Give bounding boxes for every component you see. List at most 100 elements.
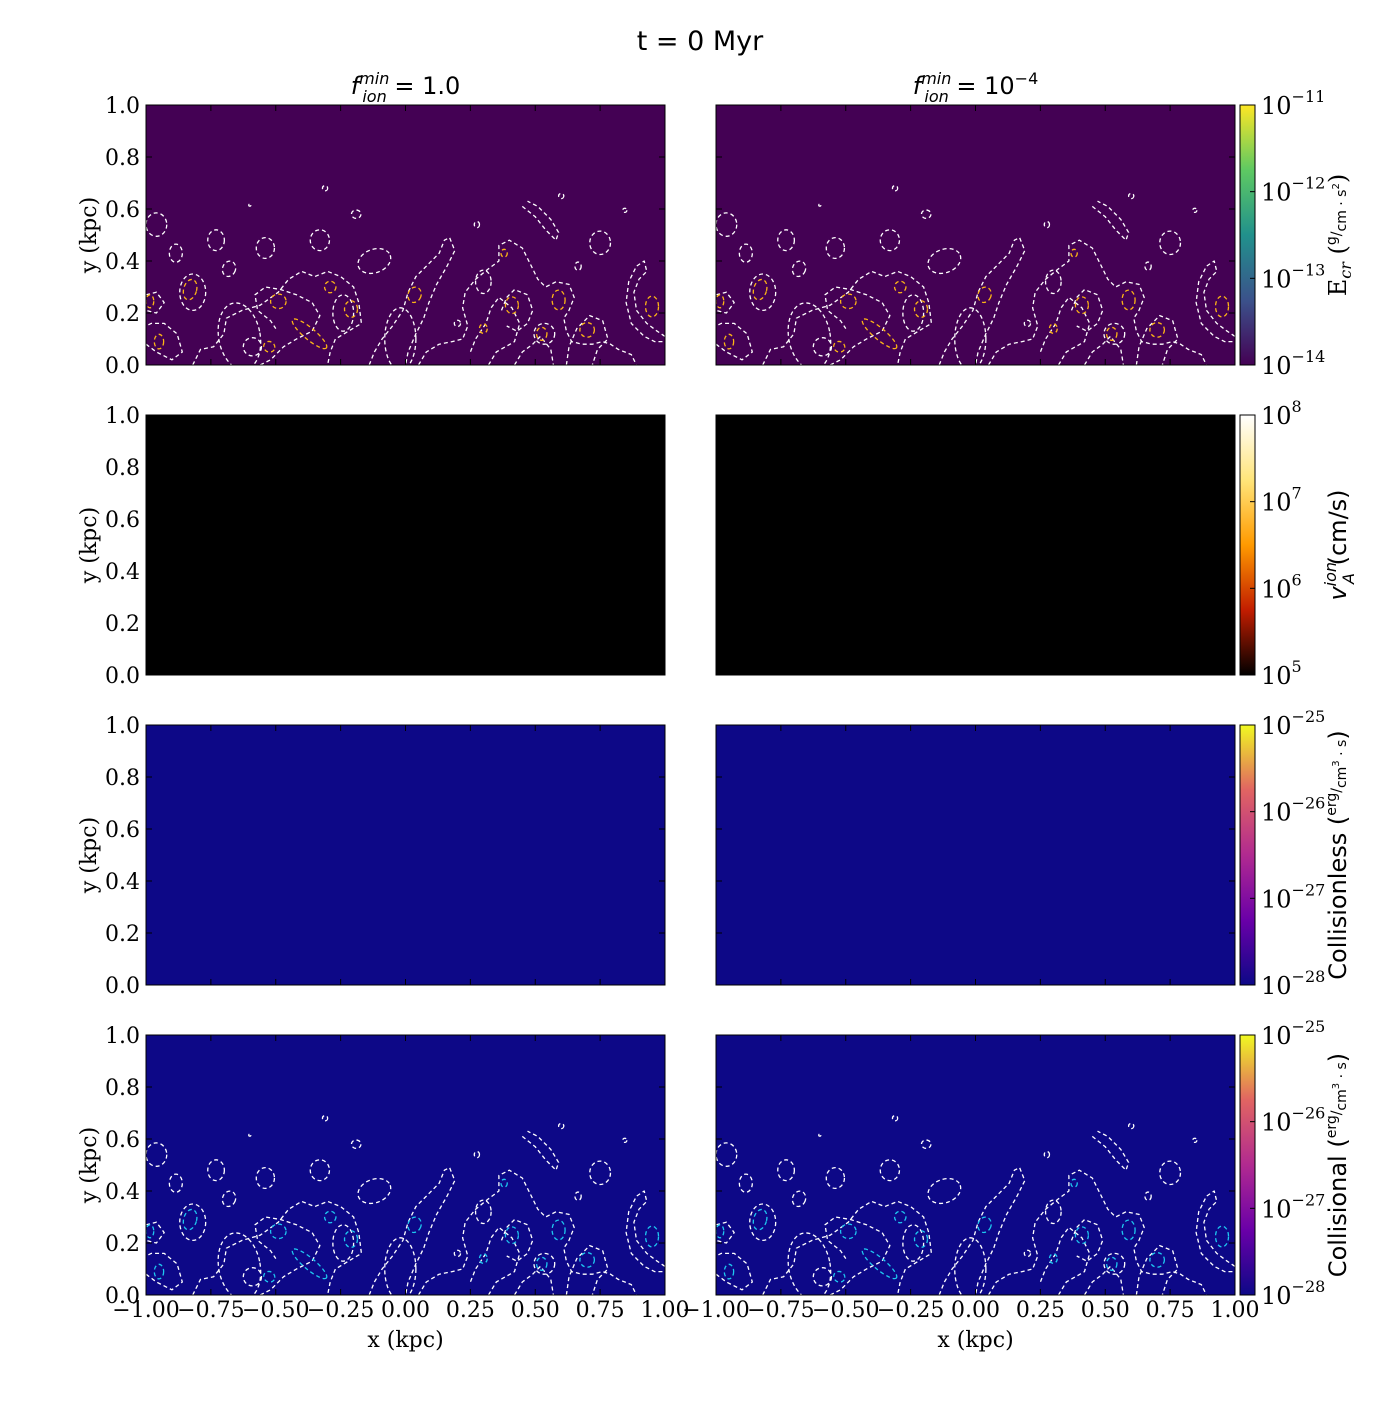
contour-outer bbox=[1044, 1199, 1062, 1225]
contour-outer bbox=[417, 239, 638, 365]
contour-inner bbox=[407, 286, 422, 304]
contour-group bbox=[716, 1114, 1235, 1295]
colorbar-tick-label: 10−14 bbox=[1261, 347, 1325, 380]
contour-outer bbox=[777, 1159, 796, 1182]
contour-inner bbox=[723, 1263, 735, 1280]
contour-group bbox=[716, 184, 1235, 365]
contour-outer bbox=[217, 1232, 262, 1295]
contour-inner bbox=[407, 1216, 422, 1234]
colorbar-tick-label: 105 bbox=[1261, 657, 1302, 690]
colorbar-tick-label: 108 bbox=[1261, 397, 1302, 430]
contour-outer bbox=[453, 319, 462, 328]
y-axis-label: y (kpc) bbox=[77, 1127, 102, 1204]
contour-outer bbox=[1159, 230, 1182, 256]
contour-outer bbox=[179, 273, 207, 312]
contour-inner bbox=[551, 1219, 566, 1241]
contour-inner bbox=[182, 278, 198, 301]
contour-outer bbox=[350, 1139, 362, 1150]
contour-outer bbox=[920, 209, 932, 220]
contour-inner bbox=[1048, 323, 1058, 334]
contour-outer bbox=[217, 302, 262, 365]
contour-outer bbox=[357, 247, 392, 275]
contour-inner bbox=[323, 280, 337, 294]
contour-outer bbox=[1144, 261, 1152, 272]
contour-outer bbox=[350, 209, 362, 220]
x-tick-label: 1.00 bbox=[1211, 1298, 1260, 1323]
contour-outer bbox=[565, 1244, 609, 1295]
contour-outer bbox=[762, 270, 933, 365]
contour-outer bbox=[513, 1265, 555, 1295]
panel-r4-c1: 0.0 0.2 0.4 0.6 0.8 1.0 y (kpc) −1.00−0.75−0.50… bbox=[77, 1024, 689, 1353]
x-tick-label: −1.00 bbox=[682, 1298, 749, 1323]
contour-outer bbox=[824, 1216, 891, 1295]
contour-inner bbox=[146, 294, 155, 309]
colorbar-1: 10−11 10−12 10−13 10−14 Ecr (g/cm · s2) bbox=[1239, 87, 1355, 380]
contour-inner bbox=[833, 1270, 846, 1283]
x-tick-label: 0.50 bbox=[511, 1298, 560, 1323]
colorbar-label: Ecr (g/cm · s2) bbox=[1324, 174, 1355, 296]
contour-outer bbox=[1192, 207, 1198, 214]
contour-inner bbox=[500, 1178, 508, 1188]
contour-inner bbox=[535, 326, 548, 341]
contour-outer bbox=[791, 1190, 807, 1208]
contour-outer bbox=[787, 302, 832, 365]
contour-outer bbox=[146, 322, 183, 361]
contour-inner bbox=[861, 318, 898, 350]
heatmap-field bbox=[716, 105, 1235, 365]
contour-inner bbox=[323, 1210, 337, 1224]
contour-outer bbox=[221, 1190, 237, 1208]
x-tick-label: 1.00 bbox=[641, 1298, 690, 1323]
heatmap-field bbox=[146, 1035, 665, 1295]
contour-outer bbox=[1044, 269, 1062, 295]
y-tick-label: 0.8 bbox=[105, 1076, 140, 1101]
contour-outer bbox=[500, 288, 534, 332]
contour-outer bbox=[357, 1177, 392, 1205]
x-tick-label: 0.50 bbox=[1081, 1298, 1130, 1323]
contour-outer bbox=[1195, 260, 1235, 343]
contour-outer bbox=[207, 229, 226, 252]
contour-outer bbox=[192, 1200, 363, 1295]
colorbar-tick-label: 107 bbox=[1261, 484, 1302, 517]
y-tick-label: 0.6 bbox=[105, 1128, 140, 1153]
contour-inner bbox=[1048, 1253, 1058, 1264]
contour-outer bbox=[927, 247, 962, 275]
contour-inner bbox=[1105, 326, 1118, 341]
contour-inner bbox=[269, 1223, 287, 1240]
contour-outer bbox=[954, 307, 987, 365]
contour-outer bbox=[309, 1159, 331, 1182]
contour-outer bbox=[1070, 288, 1104, 332]
y-tick-label: 0.4 bbox=[105, 250, 140, 275]
contour-inner bbox=[1074, 296, 1090, 315]
y-axis-label: y (kpc) bbox=[77, 507, 102, 584]
contour-outer bbox=[384, 307, 417, 365]
y-tick-label: 0.8 bbox=[105, 456, 140, 481]
contour-outer bbox=[533, 1252, 556, 1275]
colorbar-tick-label: 10−27 bbox=[1261, 880, 1325, 913]
contour-outer bbox=[891, 184, 899, 192]
y-tick-label: 0.8 bbox=[105, 146, 140, 171]
contour-inner bbox=[291, 318, 328, 350]
contour-group bbox=[146, 184, 665, 365]
colorbar-label: Collisionless (erg/cm3 · s) bbox=[1324, 730, 1352, 979]
contour-inner bbox=[478, 323, 488, 334]
contour-outer bbox=[309, 229, 331, 252]
contour-outer bbox=[749, 273, 777, 312]
contour-outer bbox=[1159, 1160, 1182, 1186]
contour-inner bbox=[716, 294, 725, 309]
contour-outer bbox=[1195, 1190, 1235, 1273]
y-tick-label: 0.2 bbox=[105, 1232, 140, 1257]
contour-outer bbox=[879, 229, 901, 252]
contour-inner bbox=[263, 340, 276, 353]
contour-inner bbox=[182, 1208, 198, 1231]
contour-outer bbox=[791, 260, 807, 278]
heatmap-field bbox=[146, 415, 665, 675]
colorbar-tick-label: 10−25 bbox=[1261, 707, 1325, 740]
contour-outer bbox=[574, 261, 582, 272]
x-tick-label: −0.50 bbox=[812, 1298, 879, 1323]
contour-outer bbox=[818, 203, 822, 207]
colorbar-label: Collisional (erg/cm3 · s) bbox=[1324, 1053, 1352, 1277]
contour-outer bbox=[474, 269, 492, 295]
